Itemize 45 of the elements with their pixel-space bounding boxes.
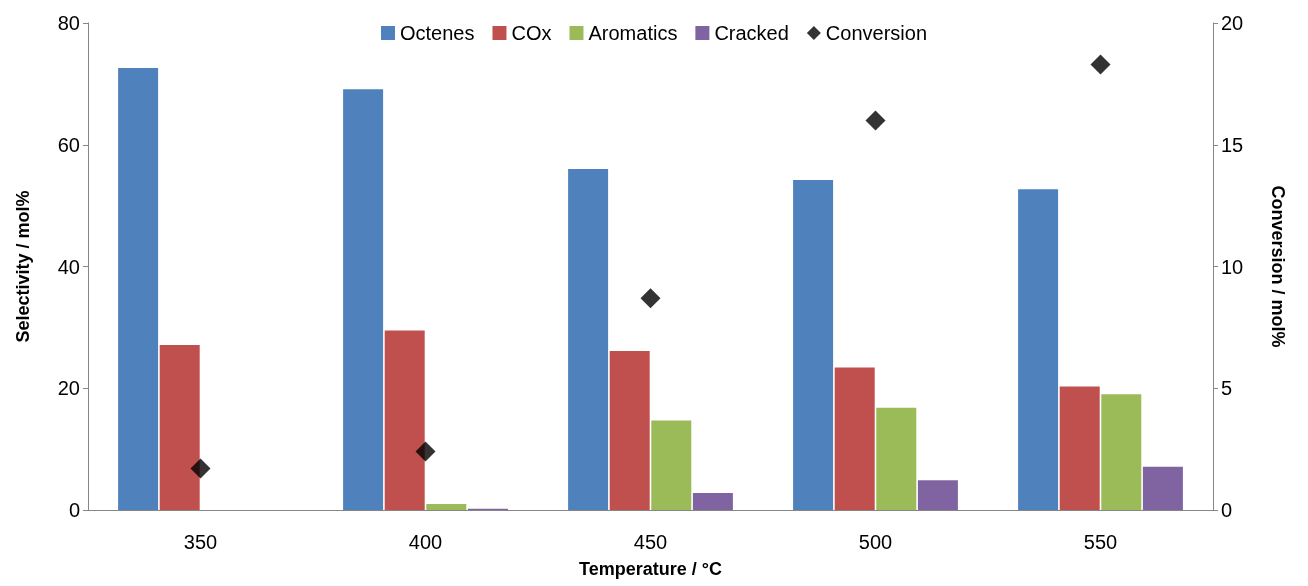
x-tick-label: 500 <box>858 531 893 553</box>
bar <box>159 345 200 510</box>
point <box>1090 54 1111 75</box>
bar <box>343 89 384 510</box>
bar <box>1101 394 1142 510</box>
bar <box>568 169 609 510</box>
bar <box>426 503 467 510</box>
point <box>415 441 436 462</box>
legend-label: Aromatics <box>588 22 678 44</box>
bar <box>1018 189 1059 510</box>
legend-label: Cracked <box>714 22 789 44</box>
bar <box>793 180 834 510</box>
x-tick-label: 550 <box>1083 531 1118 553</box>
legend-label: Octenes <box>399 22 475 44</box>
bar <box>1142 466 1183 510</box>
bar <box>651 420 692 510</box>
y-tick-label: 0 <box>68 499 80 521</box>
y2-tick-label: 10 <box>1221 255 1244 278</box>
x-axis-title: Temperature / °C <box>579 559 722 579</box>
y2-tick-label: 20 <box>1221 12 1244 34</box>
x-tick-label: 450 <box>633 531 668 553</box>
x-tick-label: 350 <box>183 531 218 553</box>
point <box>865 110 886 131</box>
y2-axis-title: Conversion / mol% <box>1268 185 1288 348</box>
y-tick-label: 40 <box>57 255 80 278</box>
y-tick-label: 20 <box>57 377 80 400</box>
y2-tick-label: 5 <box>1221 377 1233 400</box>
bar <box>609 351 650 510</box>
y-tick-label: 60 <box>57 133 80 156</box>
bar <box>118 68 159 510</box>
bar <box>876 407 917 510</box>
x-tick-label: 400 <box>408 531 443 553</box>
point <box>640 288 661 309</box>
bar <box>1059 386 1100 510</box>
bar <box>384 330 425 510</box>
bar <box>834 367 875 510</box>
y2-tick-label: 0 <box>1221 499 1233 521</box>
legend-label: COx <box>511 22 552 44</box>
legend-label: Conversion <box>825 22 928 44</box>
bar <box>917 480 958 510</box>
point <box>190 458 211 479</box>
y-tick-label: 80 <box>57 12 80 34</box>
y-axis-title: Selectivity / mol% <box>13 190 33 343</box>
bar <box>692 492 733 510</box>
y2-tick-label: 15 <box>1221 133 1244 156</box>
